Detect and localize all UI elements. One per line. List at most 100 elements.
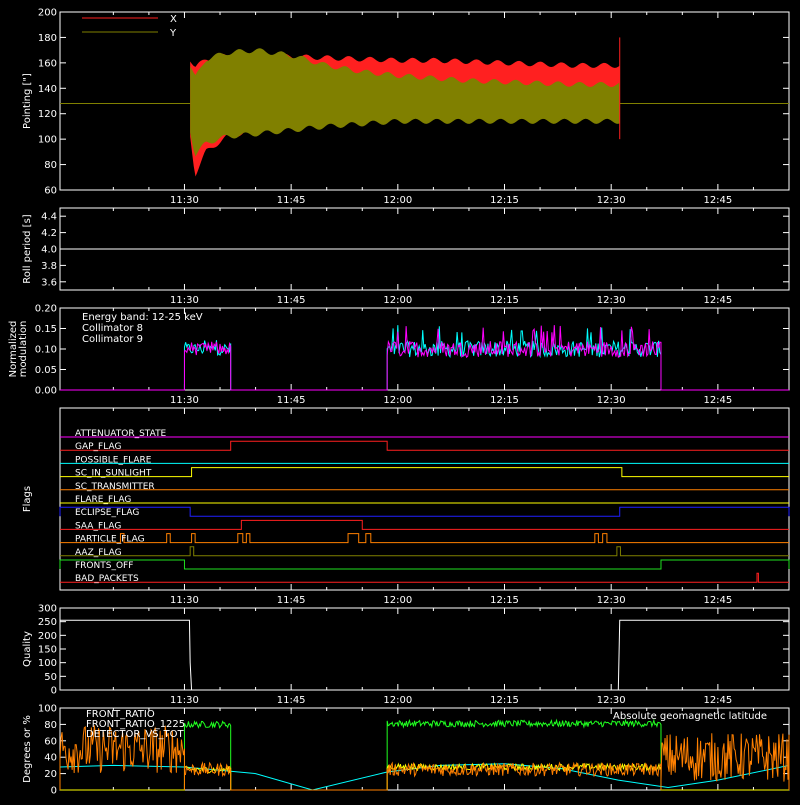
y-tick-label: 0 xyxy=(51,786,57,797)
flag-label: AAZ_FLAG xyxy=(75,548,122,558)
flag-label: GAP_FLAG xyxy=(75,442,121,452)
flag-label: PARTICLE_FLAG xyxy=(75,535,145,545)
y-tick-label: 4.0 xyxy=(41,245,57,256)
roll-panel: 11:30 11:45 12:00 12:15 12:30 12:45 Roll perio… xyxy=(22,207,790,306)
flag-label: ATTENUATOR_STATE xyxy=(75,429,167,439)
x-tick-label: 12:15 xyxy=(490,195,519,206)
x-tick-label: 12:15 xyxy=(490,395,519,406)
y-tick-label: 150 xyxy=(38,645,57,656)
y-tick-label: 0.10 xyxy=(35,345,57,356)
flag-label: SAA_FLAG xyxy=(75,521,121,531)
y-tick-label: 200 xyxy=(38,631,57,642)
ratio-series-front-ratio-1225 xyxy=(60,718,789,791)
y-tick-label: 0.20 xyxy=(35,304,57,315)
y-tick-label: 160 xyxy=(38,58,57,69)
x-tick-label: 12:15 xyxy=(490,595,519,606)
x-tick-label: 11:45 xyxy=(277,295,306,306)
x-tick-label: 11:45 xyxy=(277,695,306,706)
y-tick-label: 100 xyxy=(38,704,57,715)
x-tick-label: 12:15 xyxy=(490,695,519,706)
modulation-collimator-8 xyxy=(60,325,789,391)
flags-panel: 11:30 11:45 12:00 12:15 12:30 12:45 Flags ATTEN… xyxy=(22,407,790,606)
x-tick-label: 12:15 xyxy=(490,295,519,306)
y-tick-label: 0.05 xyxy=(35,365,57,376)
x-tick-label: 11:30 xyxy=(170,695,199,706)
flag-trace-eclipse-flag xyxy=(59,506,790,517)
flag-label: SC_IN_SUNLIGHT xyxy=(75,469,152,479)
flag-trace-sc-in-sunlight xyxy=(60,467,789,478)
x-tick-label: 12:30 xyxy=(597,195,626,206)
y-tick-label: 40 xyxy=(44,753,57,764)
flag-label: FLARE_FLAG xyxy=(75,495,131,505)
x-tick-label: 12:00 xyxy=(383,695,412,706)
y-tick-label: 80 xyxy=(44,160,57,171)
flag-trace-bad-packets xyxy=(60,572,789,583)
x-tick-label: 12:45 xyxy=(703,595,732,606)
flag-trace-saa-flag xyxy=(60,519,789,530)
x-tick-label: 12:00 xyxy=(383,295,412,306)
flag-label: SC_TRANSMITTER xyxy=(75,482,155,492)
y-tick-label: 100 xyxy=(38,135,57,146)
y-tick-label: 180 xyxy=(38,33,57,44)
ratio-series-detector-vs-tot xyxy=(59,725,790,791)
legend-entry: Collimator 8 xyxy=(82,323,143,334)
y-tick-label: 250 xyxy=(38,617,57,628)
pointing-panel: 11:30 11:45 12:00 12:15 12:30 12:45 Pointing [… xyxy=(22,8,790,206)
x-tick-label: 12:30 xyxy=(597,695,626,706)
modulation-collimator-9 xyxy=(60,325,789,391)
pointing-frame xyxy=(59,11,790,191)
x-tick-label: 12:00 xyxy=(383,195,412,206)
modulation-panel: 11:30 11:45 12:00 12:15 12:30 12:45 Normalized… xyxy=(8,304,790,406)
legend-entry: Collimator 9 xyxy=(82,334,143,345)
quality-panel: 11:30 11:45 12:00 12:15 12:30 12:45 Quality 0 50… xyxy=(22,604,790,706)
y-tick-label: 60 xyxy=(44,186,57,197)
y-axis-label: Normalized xyxy=(8,321,19,378)
flag-label: FRONTS_OFF xyxy=(75,561,133,571)
x-tick-label: 12:30 xyxy=(597,395,626,406)
x-tick-label: 12:45 xyxy=(703,695,732,706)
y-tick-label: 0 xyxy=(51,686,57,697)
x-tick-label: 11:30 xyxy=(170,595,199,606)
y-axis-label: Roll period [s] xyxy=(22,214,33,283)
x-tick-label: 12:00 xyxy=(383,395,412,406)
x-tick-label: 11:30 xyxy=(170,395,199,406)
y-tick-label: 3.8 xyxy=(41,261,57,272)
y-tick-label: 100 xyxy=(38,658,57,669)
y-tick-label: 60 xyxy=(44,736,57,747)
x-tick-label: 11:30 xyxy=(170,195,199,206)
y-tick-label: 4.2 xyxy=(41,228,57,239)
y-tick-label: 50 xyxy=(44,672,57,683)
y-axis-label: Flags xyxy=(22,486,33,512)
flag-label: BAD_PACKETS xyxy=(75,574,139,584)
y-tick-label: 140 xyxy=(38,84,57,95)
y-tick-label: 0.15 xyxy=(35,324,57,335)
y-tick-label: 300 xyxy=(38,604,57,615)
y-axis-label: Pointing ["] xyxy=(22,73,33,129)
x-tick-label: 12:45 xyxy=(703,395,732,406)
legend-entry: Absolute geomagnetic latitude xyxy=(613,711,767,722)
y-axis-label: modulation xyxy=(18,321,29,378)
quality-line xyxy=(60,619,789,691)
pointing-series-y xyxy=(190,48,620,157)
y-axis-label: Quality xyxy=(22,631,33,667)
x-tick-label: 11:45 xyxy=(277,595,306,606)
y-tick-label: 0.00 xyxy=(35,386,57,397)
y-tick-label: 3.6 xyxy=(41,277,57,288)
legend-entry: X xyxy=(170,14,177,25)
ratios-panel: Degrees or % 0 20 40 60 80 100 FRONT_RATIOFRONT… xyxy=(22,704,790,797)
flag-trace-fronts-off xyxy=(59,559,790,570)
flag-label: ECLIPSE_FLAG xyxy=(75,508,139,518)
flags-frame xyxy=(59,407,790,591)
x-tick-label: 12:00 xyxy=(383,595,412,606)
legend-entry: FRONT_RATIO_1225 xyxy=(86,719,185,730)
y-axis-label: Degrees or % xyxy=(22,715,33,783)
y-tick-label: 200 xyxy=(38,8,57,19)
y-tick-label: 20 xyxy=(44,769,57,780)
y-tick-label: 120 xyxy=(38,109,57,120)
flag-label: POSSIBLE_FLARE xyxy=(75,455,152,465)
legend-entry: FRONT_RATIO xyxy=(86,709,155,720)
flag-trace-gap-flag xyxy=(60,440,789,451)
flag-trace-aaz-flag xyxy=(60,546,789,557)
